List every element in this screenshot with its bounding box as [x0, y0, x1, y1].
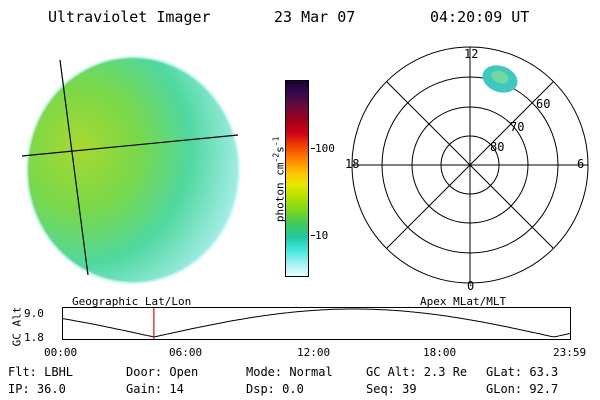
glat-info: GLat: 63.3	[486, 365, 559, 379]
dsp-info: Dsp: 0.0	[246, 382, 304, 396]
colorbar-tick-100: 100	[315, 142, 335, 155]
instrument-title: Ultraviolet Imager	[48, 8, 211, 26]
colorbar	[285, 80, 309, 277]
colorbar-unit-label: photon cm-2s-1	[271, 136, 287, 223]
altitude-curve	[62, 308, 571, 338]
seq-info: Seq: 39	[366, 382, 417, 396]
mlt-label-12: 12	[464, 47, 479, 61]
latitude-line	[21, 134, 239, 157]
time-label: 04:20:09 UT	[430, 8, 530, 26]
uv-image-disk	[27, 57, 239, 283]
door-info: Door: Open	[126, 365, 199, 379]
alt-ytick-9: 9.0	[24, 307, 44, 320]
geographic-image-panel	[21, 55, 241, 285]
colorbar-tick-10: 10	[315, 229, 329, 242]
mlt-label-18: 18	[345, 157, 360, 171]
mlt-label-0: 0	[467, 279, 475, 293]
gain-info: Gain: 14	[126, 382, 184, 396]
xtick-0000: 00:00	[44, 346, 78, 359]
lat-label-70: 70	[510, 120, 525, 134]
altitude-strip-plot	[62, 307, 571, 340]
ip-info: IP: 36.0	[8, 382, 66, 396]
glon-info: GLon: 92.7	[486, 382, 559, 396]
xtick-2359: 23:59	[553, 346, 587, 359]
gc-alt-info: GC Alt: 2.3 Re	[366, 365, 468, 379]
xtick-1800: 18:00	[423, 346, 457, 359]
lat-label-80: 80	[490, 140, 505, 154]
lat-label-60: 60	[536, 97, 551, 111]
alt-plot-ylabel: GC Alt	[10, 306, 24, 347]
apex-label: Apex MLat/MLT	[420, 295, 507, 308]
filter-info: Flt: LBHL	[8, 365, 74, 379]
alt-ytick-1.8: 1.8	[24, 331, 44, 344]
longitude-line	[59, 59, 89, 276]
geographic-label: Geographic Lat/Lon	[72, 295, 192, 308]
mlt-label-6: 6	[577, 157, 585, 171]
xtick-0600: 06:00	[169, 346, 203, 359]
polar-mlt-plot	[351, 46, 589, 284]
date-label: 23 Mar 07	[274, 8, 356, 26]
mode-info: Mode: Normal	[246, 365, 333, 379]
xtick-1200: 12:00	[297, 346, 331, 359]
